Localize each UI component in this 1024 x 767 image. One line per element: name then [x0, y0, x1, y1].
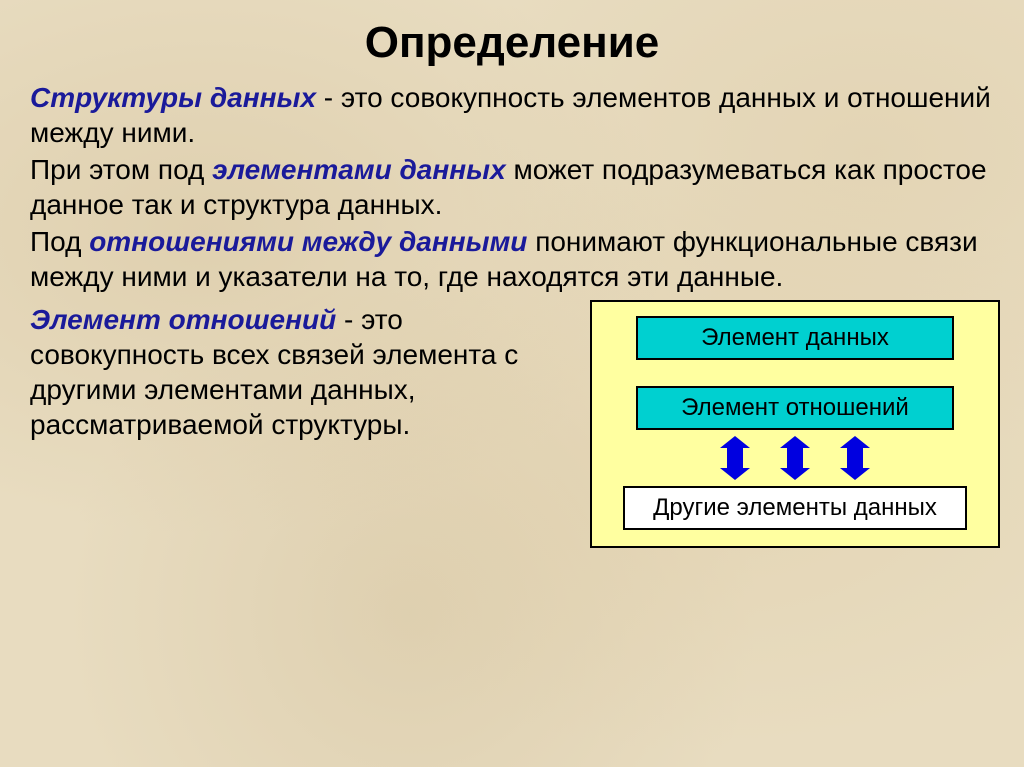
diagram-spacer [608, 360, 982, 386]
double-arrow-icon [720, 436, 750, 480]
paragraph-4: Элемент отношений - это совокупность все… [30, 302, 578, 442]
diagram-box-other-elements: Другие элементы данных [623, 486, 967, 530]
diagram-panel: Элемент данных Элемент отношений Другие … [590, 300, 1000, 548]
diagram-box-data-element: Элемент данных [636, 316, 954, 360]
slide-content: Определение Структуры данных - это совок… [0, 0, 1024, 548]
term-relation-element: Элемент отношений [30, 304, 336, 335]
term-elements: элементами данных [212, 154, 506, 185]
double-arrow-icon [780, 436, 810, 480]
paragraph-2: При этом под элементами данных может под… [30, 152, 994, 222]
p3-text-a: Под [30, 226, 89, 257]
diagram-arrows-row [608, 434, 982, 482]
left-column: Элемент отношений - это совокупность все… [30, 302, 590, 442]
diagram-box-relation-element: Элемент отношений [636, 386, 954, 430]
lower-row: Элемент отношений - это совокупность все… [30, 302, 994, 548]
term-structures: Структуры данных [30, 82, 316, 113]
term-relations: отношениями между данными [89, 226, 527, 257]
paragraph-1: Структуры данных - это совокупность элем… [30, 80, 994, 150]
slide-title: Определение [30, 18, 994, 68]
paragraph-3: Под отношениями между данными понимают ф… [30, 224, 994, 294]
double-arrow-icon [840, 436, 870, 480]
p2-text-a: При этом под [30, 154, 212, 185]
